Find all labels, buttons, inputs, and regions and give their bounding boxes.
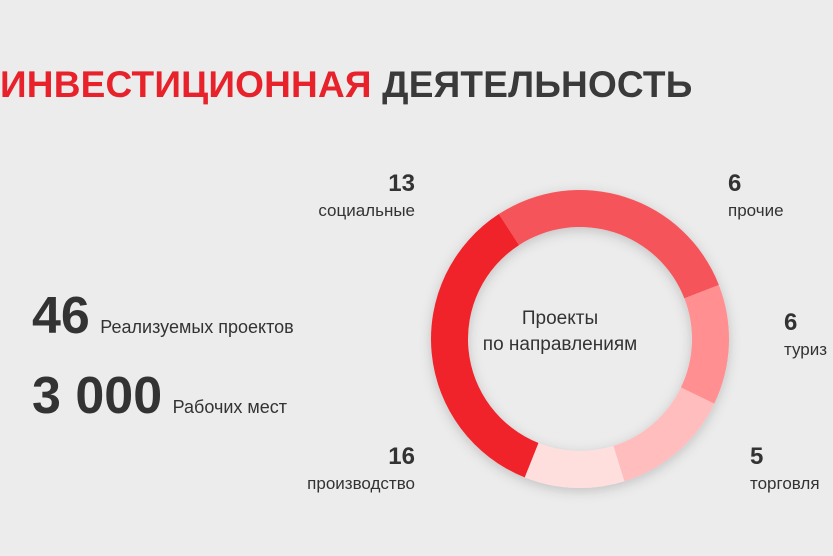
center-label-line-2: по направлениям xyxy=(482,334,638,355)
stat-projects: 46 Реализуемых проектов xyxy=(32,286,294,346)
stat-jobs: 3 000 Рабочих мест xyxy=(32,366,287,426)
segment-label-production: 16 производство xyxy=(307,443,415,494)
segment-value-social: 13 xyxy=(388,170,415,197)
stat-projects-value: 46 xyxy=(32,287,90,345)
donut-slice-tourism xyxy=(613,387,715,482)
page-title: ИНВЕСТИЦИОННАЯ ДЕЯТЕЛЬНОСТЬ xyxy=(0,64,693,106)
chart-center-label: Проекты по направлениям xyxy=(470,306,650,358)
segment-value-other: 6 xyxy=(728,170,742,197)
donut-slice-social xyxy=(498,189,719,299)
stat-jobs-label: Рабочих мест xyxy=(172,397,288,417)
stat-jobs-value: 3 000 xyxy=(32,367,163,425)
segment-value-tourism: 6 xyxy=(784,309,798,336)
segment-name-tourism: туриз xyxy=(784,340,828,359)
center-label-line-1: Проекты xyxy=(521,308,599,329)
donut-slices xyxy=(430,189,729,488)
title-accent: ИНВЕСТИЦИОННАЯ xyxy=(0,64,372,105)
segment-label-other: 6 прочие xyxy=(728,170,784,221)
segment-name-trade: торговля xyxy=(750,474,820,493)
segment-label-trade: 5 торговля xyxy=(750,443,820,494)
segment-label-social: 13 социальные xyxy=(318,170,415,221)
segment-name-production: производство xyxy=(307,474,415,493)
segment-name-social: социальные xyxy=(318,201,415,220)
segment-value-production: 16 xyxy=(388,443,415,470)
segment-label-tourism: 6 туриз xyxy=(784,309,827,360)
segment-value-trade: 5 xyxy=(750,443,764,470)
segment-name-other: прочие xyxy=(728,201,784,220)
title-rest: ДЕЯТЕЛЬНОСТЬ xyxy=(382,64,693,105)
donut-slice-production xyxy=(430,214,539,478)
donut-slice-trade xyxy=(524,443,625,488)
stat-projects-label: Реализуемых проектов xyxy=(100,317,294,337)
donut-slice-other xyxy=(680,284,729,404)
